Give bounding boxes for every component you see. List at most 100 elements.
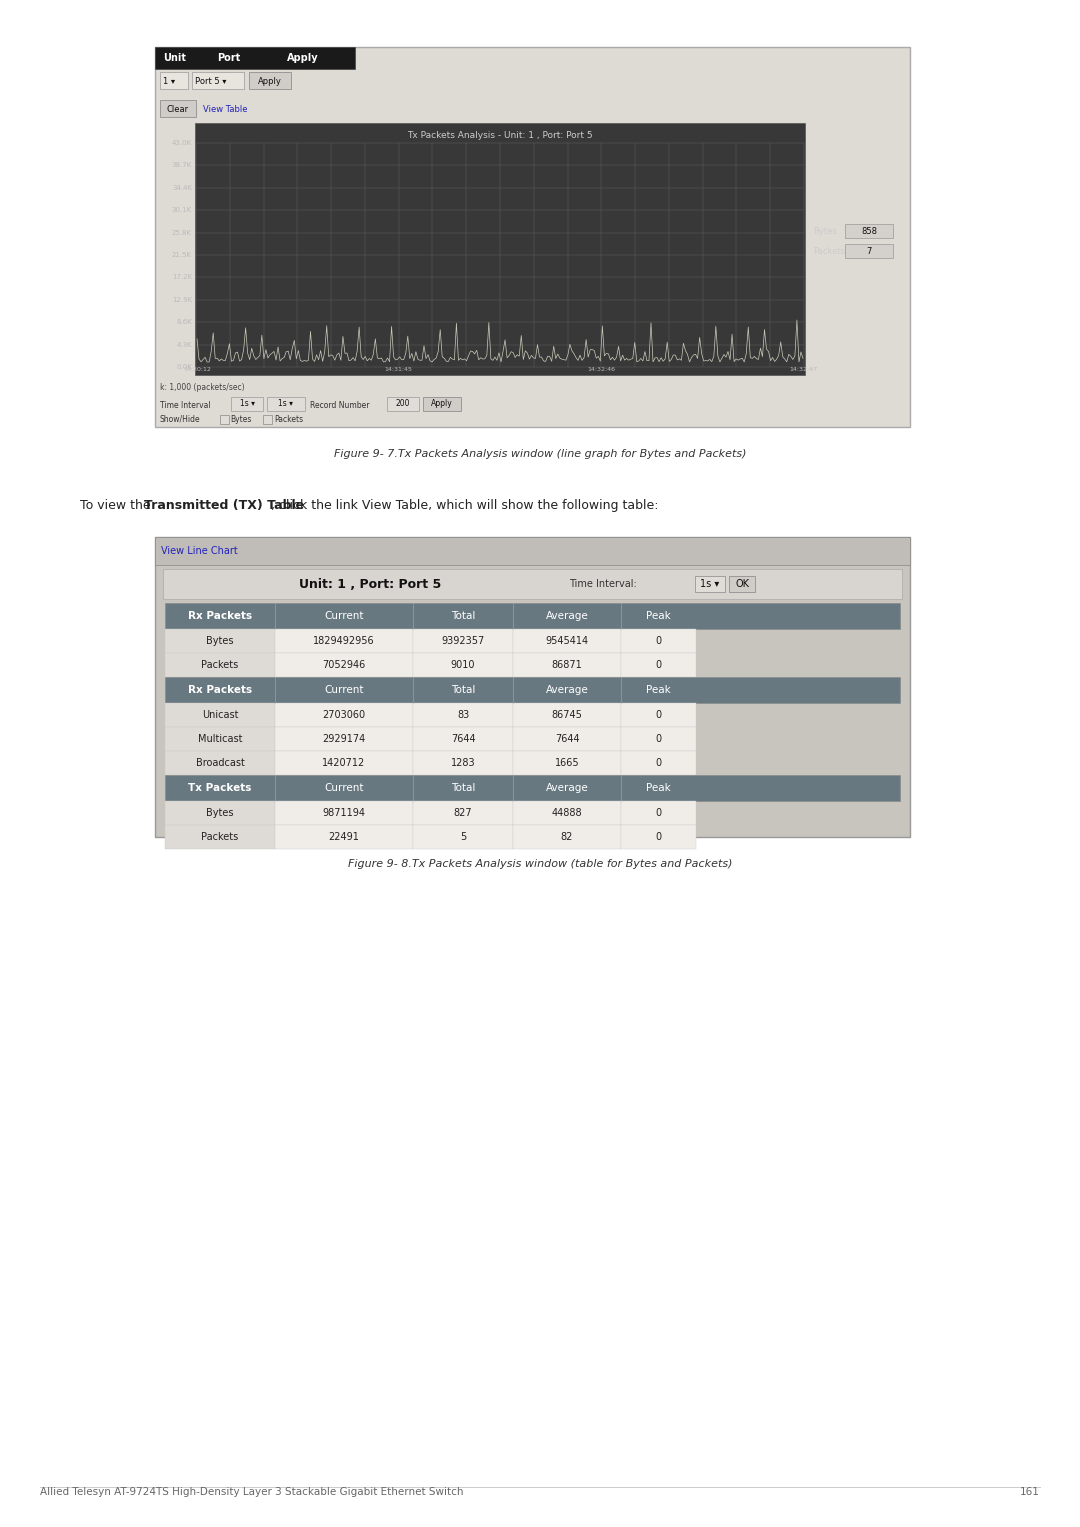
Text: 2703060: 2703060 (323, 710, 365, 721)
Text: Rx Packets: Rx Packets (188, 686, 252, 695)
Text: Bytes: Bytes (230, 414, 252, 423)
Text: Broadcast: Broadcast (195, 757, 244, 768)
Bar (621, 654, 696, 676)
Text: Current: Current (324, 783, 364, 793)
Text: Clear: Clear (167, 104, 189, 113)
Text: 1s ▾: 1s ▾ (240, 400, 255, 409)
Text: 8.6K: 8.6K (176, 319, 192, 325)
Text: Packets: Packets (813, 246, 845, 255)
Text: Time Interval:: Time Interval: (569, 579, 637, 589)
Text: 0: 0 (656, 757, 662, 768)
Bar (165, 676, 900, 702)
Text: 86871: 86871 (552, 660, 582, 670)
Text: Packets: Packets (201, 832, 239, 841)
Text: Multicast: Multicast (198, 734, 242, 744)
Text: Allied Telesyn AT-9724TS High-Density Layer 3 Stackable Gigabit Ethernet Switch: Allied Telesyn AT-9724TS High-Density La… (40, 1487, 463, 1496)
Text: 4.3K: 4.3K (176, 342, 192, 348)
Bar (413, 702, 513, 727)
Bar (513, 727, 621, 751)
Bar (513, 629, 621, 654)
Text: 7644: 7644 (555, 734, 579, 744)
Bar (621, 802, 696, 825)
Text: Port: Port (217, 53, 240, 63)
Text: 12.9K: 12.9K (172, 296, 192, 302)
Text: View Line Chart: View Line Chart (161, 547, 238, 556)
Bar (267, 397, 305, 411)
Bar (845, 224, 893, 238)
Text: Unit: Unit (163, 53, 186, 63)
Bar (195, 124, 805, 376)
Bar (275, 825, 413, 849)
Text: 1s ▾: 1s ▾ (278, 400, 293, 409)
Bar (845, 244, 893, 258)
Text: 38.7K: 38.7K (172, 162, 192, 168)
Text: 86745: 86745 (552, 710, 582, 721)
Text: Transmitted (TX) Table: Transmitted (TX) Table (144, 499, 303, 512)
Text: 5: 5 (460, 832, 467, 841)
Text: 14:32:46: 14:32:46 (588, 366, 615, 373)
Text: 14:32:47: 14:32:47 (788, 366, 818, 373)
Text: View Table: View Table (203, 104, 247, 113)
Text: Average: Average (545, 611, 589, 621)
Bar (621, 702, 696, 727)
Text: Current: Current (324, 686, 364, 695)
Text: Total: Total (450, 783, 475, 793)
Bar (275, 629, 413, 654)
Text: Packets: Packets (274, 414, 303, 423)
Bar (423, 397, 461, 411)
Bar (165, 603, 900, 629)
Text: 7052946: 7052946 (322, 660, 366, 670)
Text: 9010: 9010 (450, 660, 475, 670)
Text: 0: 0 (656, 808, 662, 818)
Text: 21.5K: 21.5K (172, 252, 192, 258)
Bar (621, 727, 696, 751)
Text: 7644: 7644 (450, 734, 475, 744)
Bar (621, 825, 696, 849)
Bar (160, 72, 188, 89)
Bar (249, 72, 291, 89)
Bar (413, 629, 513, 654)
Text: Show/Hide: Show/Hide (160, 414, 201, 423)
Bar (156, 538, 910, 565)
Bar (156, 47, 910, 428)
Text: 0: 0 (656, 710, 662, 721)
Text: , click the link View Table, which will show the following table:: , click the link View Table, which will … (271, 499, 659, 512)
Text: Average: Average (545, 783, 589, 793)
Text: 827: 827 (454, 808, 472, 818)
Bar (729, 576, 755, 592)
Bar (264, 415, 272, 425)
Text: 1665: 1665 (555, 757, 579, 768)
Text: Packets: Packets (201, 660, 239, 670)
Bar (413, 825, 513, 849)
Text: 14:30:12: 14:30:12 (184, 366, 211, 373)
Text: 22491: 22491 (328, 832, 360, 841)
Text: Unicast: Unicast (202, 710, 239, 721)
Bar (513, 802, 621, 825)
Text: Record Number: Record Number (310, 400, 369, 409)
Text: Rx Packets: Rx Packets (188, 611, 252, 621)
Text: Unit: 1 , Port: Port 5: Unit: 1 , Port: Port 5 (299, 577, 441, 591)
Text: 0.0K: 0.0K (176, 363, 192, 370)
Bar (165, 629, 275, 654)
Text: 9545414: 9545414 (545, 637, 589, 646)
Text: 0: 0 (656, 734, 662, 744)
Text: 83: 83 (457, 710, 469, 721)
Text: 7: 7 (866, 246, 872, 255)
Text: 82: 82 (561, 832, 573, 841)
Text: 200: 200 (395, 400, 410, 409)
Bar (621, 751, 696, 776)
Bar (160, 99, 195, 118)
Bar (513, 702, 621, 727)
Bar (192, 72, 244, 89)
Bar (165, 727, 275, 751)
Text: 0: 0 (656, 637, 662, 646)
Text: Port 5 ▾: Port 5 ▾ (195, 76, 227, 86)
Text: Peak: Peak (646, 783, 671, 793)
Text: 34.4K: 34.4K (172, 185, 192, 191)
Text: 0: 0 (656, 660, 662, 670)
Bar (165, 802, 275, 825)
Bar (165, 751, 275, 776)
Text: Figure 9- 8.Tx Packets Analysis window (table for Bytes and Packets): Figure 9- 8.Tx Packets Analysis window (… (348, 860, 732, 869)
Text: 43.0K: 43.0K (172, 140, 192, 147)
Bar (231, 397, 264, 411)
